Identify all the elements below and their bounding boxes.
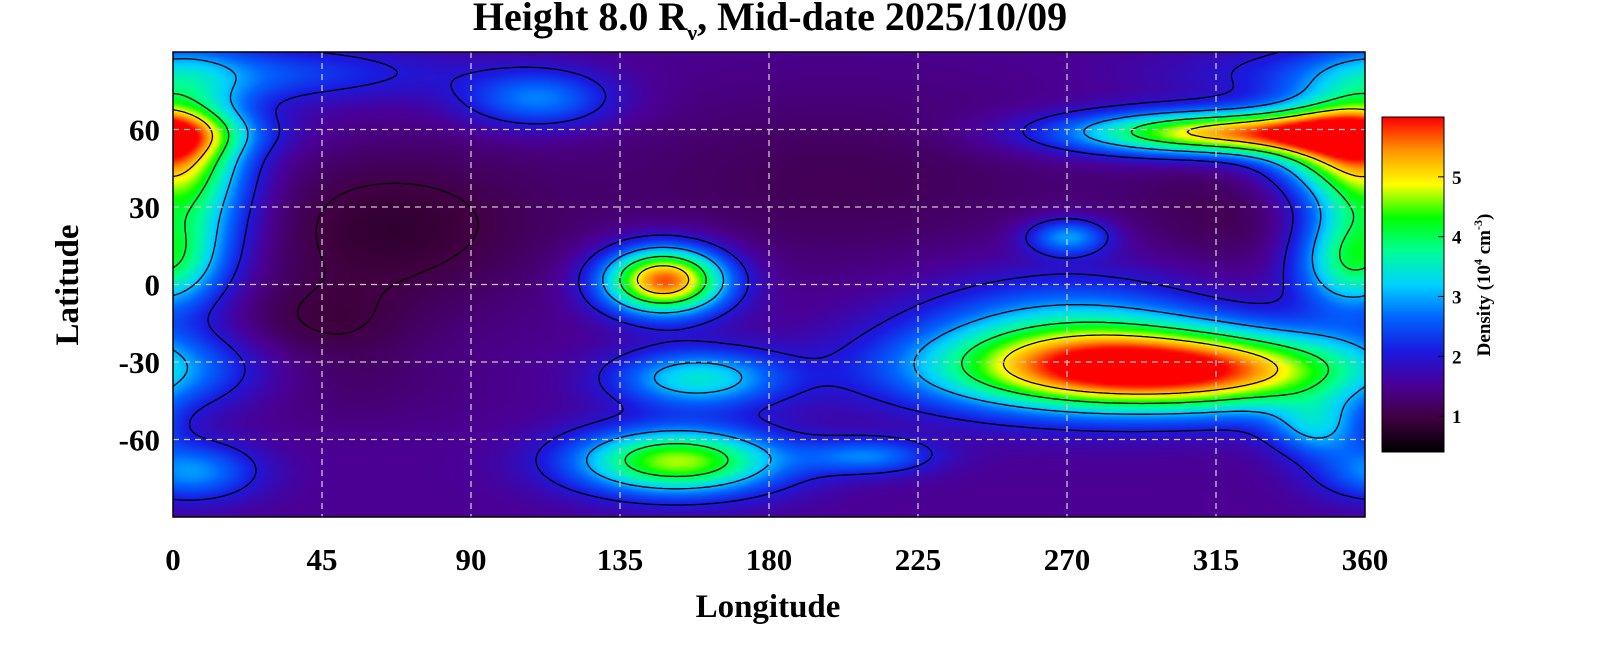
y-tick-label: -30 (119, 345, 160, 380)
contour-level-3 (172, 57, 1366, 490)
colorbar-label-prefix: Density (10 (1474, 265, 1495, 356)
x-tick-label: 270 (1044, 542, 1091, 577)
colorbar-tick-label: 4 (1452, 228, 1462, 249)
colorbar-frame (1381, 116, 1445, 453)
colorbar-tick-label: 5 (1452, 168, 1462, 189)
y-tick-label: -60 (119, 423, 160, 458)
y-axis-label: Latitude (50, 224, 86, 345)
colorbar-tick-label: 3 (1452, 287, 1462, 308)
colorbar-label-mid: cm (1474, 230, 1495, 259)
colorbar-label-suffix: ) (1474, 214, 1495, 220)
x-axis-label: Longitude (696, 589, 841, 625)
colorbar-gradient (1382, 117, 1444, 452)
grid-lines (173, 52, 1365, 517)
colorbar-ticks: 1 2 3 4 5 (1438, 168, 1462, 428)
colorbar-label-sup1: 4 (1471, 259, 1485, 265)
x-tick-label: 45 (307, 542, 338, 577)
x-tick-label: 360 (1342, 542, 1389, 577)
y-tick-label: 60 (129, 113, 160, 148)
x-tick-label: 0 (165, 542, 181, 577)
contour-level-5 (172, 108, 1366, 395)
title-subscript: ν (686, 20, 697, 45)
y-tick-label: 0 (145, 268, 161, 303)
colorbar-label: Density (104 cm-3) (1471, 214, 1495, 357)
title-suffix: , Mid-date 2025/10/09 (697, 0, 1067, 39)
plot-area (172, 51, 1366, 518)
y-axis-ticks: 60 30 0 -30 -60 (119, 113, 160, 458)
contour-level-4 (172, 92, 1366, 478)
x-axis-ticks: 0 45 90 135 180 225 270 315 360 (165, 542, 1388, 577)
colorbar-label-sup2: -3 (1471, 220, 1485, 230)
colorbar-tick-label: 1 (1452, 407, 1462, 428)
plot-frame (172, 51, 1366, 518)
x-tick-label: 180 (746, 542, 793, 577)
x-tick-label: 315 (1193, 542, 1240, 577)
title-prefix: Height 8.0 R (473, 0, 689, 39)
x-tick-label: 90 (456, 542, 487, 577)
colorbar-tick-label: 2 (1452, 347, 1462, 368)
y-tick-label: 30 (129, 190, 160, 225)
x-tick-label: 135 (597, 542, 644, 577)
chart-title: Height 8.0 Rν, Mid-date 2025/10/09 (473, 0, 1067, 45)
x-tick-label: 225 (895, 542, 942, 577)
